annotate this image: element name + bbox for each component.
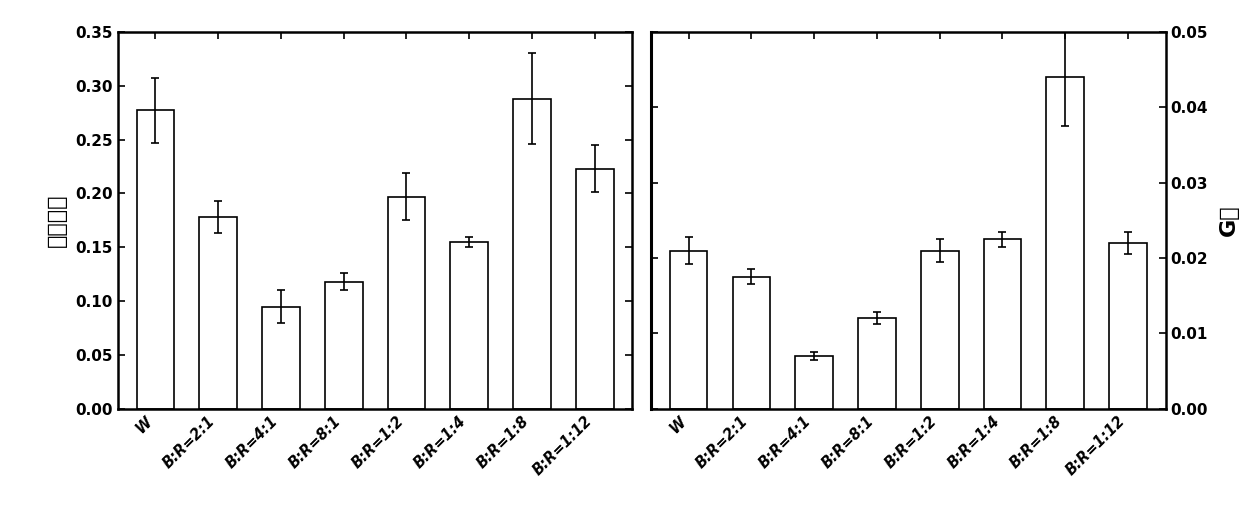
Y-axis label: G値: G値	[1219, 204, 1239, 236]
Bar	[921, 251, 959, 409]
Bar	[200, 217, 237, 409]
Bar	[262, 306, 300, 409]
Bar	[858, 319, 895, 409]
Bar	[670, 251, 708, 409]
Bar	[450, 242, 489, 409]
Bar	[1047, 77, 1084, 409]
Bar	[575, 169, 614, 409]
Bar	[1109, 243, 1147, 409]
Bar	[513, 99, 551, 409]
Y-axis label: 壮苗指数: 壮苗指数	[47, 194, 67, 247]
Bar	[733, 277, 770, 409]
Bar	[388, 196, 425, 409]
Bar	[325, 282, 362, 409]
Bar	[136, 110, 175, 409]
Bar	[795, 356, 833, 409]
Bar	[983, 239, 1022, 409]
